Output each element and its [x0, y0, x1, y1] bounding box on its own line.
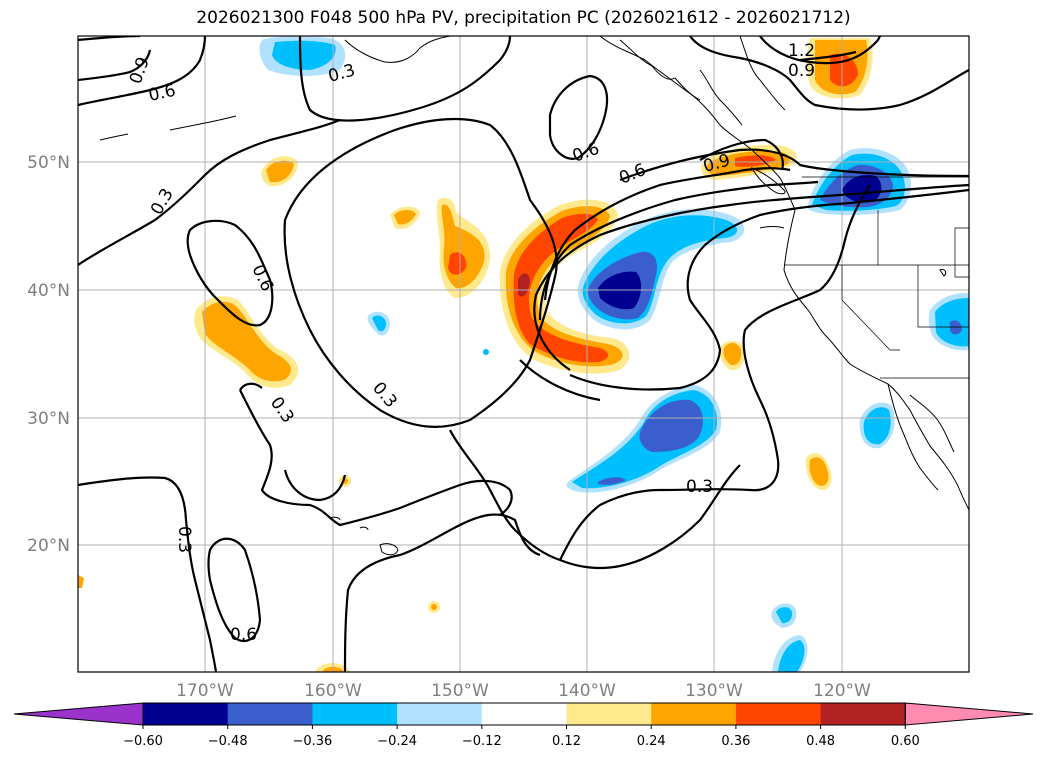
colorbar-segment: [312, 703, 398, 725]
map-frame: [77, 35, 970, 673]
colorbar-tick-label: 0.36: [721, 734, 750, 749]
colorbar-segment: [651, 703, 737, 725]
colorbar-tick-label: −0.60: [123, 734, 163, 749]
colorbar-tick-label: 0.24: [637, 734, 666, 749]
colorbar-segment: [397, 703, 483, 725]
lat-label-50n: 50°N: [27, 153, 70, 173]
lon-label-150w: 150°W: [431, 681, 489, 701]
contour-label: 0.9: [788, 61, 815, 81]
pv-contours: [78, 36, 969, 672]
lon-label-130w: 130°W: [685, 681, 743, 701]
latitude-labels: 50°N 40°N 30°N 20°N: [27, 153, 70, 556]
contour-label: 1.2: [788, 41, 815, 61]
lat-label-30n: 30°N: [27, 409, 70, 429]
colorbar-extend-min: [13, 702, 144, 726]
colorbar-tick-label: −0.12: [462, 734, 502, 749]
lat-label-40n: 40°N: [27, 281, 70, 301]
map-title: 2026021300 F048 500 hPa PV, precipitatio…: [196, 8, 851, 28]
lon-label-170w: 170°W: [176, 681, 234, 701]
lon-label-140w: 140°W: [558, 681, 616, 701]
graticule: [78, 36, 969, 672]
colorbar-segment: [227, 703, 313, 725]
lat-label-20n: 20°N: [27, 536, 70, 556]
lon-label-160w: 160°W: [304, 681, 362, 701]
colorbar-tick-label: −0.36: [292, 734, 332, 749]
contour-label: 0.3: [174, 526, 194, 553]
contour-label: 0.3: [686, 477, 713, 497]
longitude-labels: 170°W 160°W 150°W 140°W 130°W 120°W: [176, 681, 871, 701]
colorbar-tick-label: 0.12: [552, 734, 581, 749]
contour-label: 0.6: [230, 625, 257, 645]
colorbar-tick-label: −0.24: [377, 734, 417, 749]
lon-label-120w: 120°W: [813, 681, 871, 701]
colorbar-tick-label: −0.48: [208, 734, 248, 749]
colorbar-segment: [481, 703, 567, 725]
colorbar-segment: [735, 703, 822, 725]
colorbar-extend-max: [904, 702, 1034, 726]
colorbar-tick-label: 0.60: [891, 734, 920, 749]
colorbar-tick-label: 0.48: [806, 734, 835, 749]
colorbar-outline: [142, 702, 906, 726]
colorbar-segment: [143, 703, 229, 725]
colorbar: −0.60 −0.48 −0.36 −0.24 −0.12 0.12 0.24 0.36 0.4…: [13, 702, 1034, 749]
coastlines: [99, 36, 969, 556]
precip-shading: [78, 36, 969, 672]
map-area: [78, 36, 969, 672]
colorbar-segment: [566, 703, 652, 725]
colorbar-segment: [820, 703, 906, 725]
